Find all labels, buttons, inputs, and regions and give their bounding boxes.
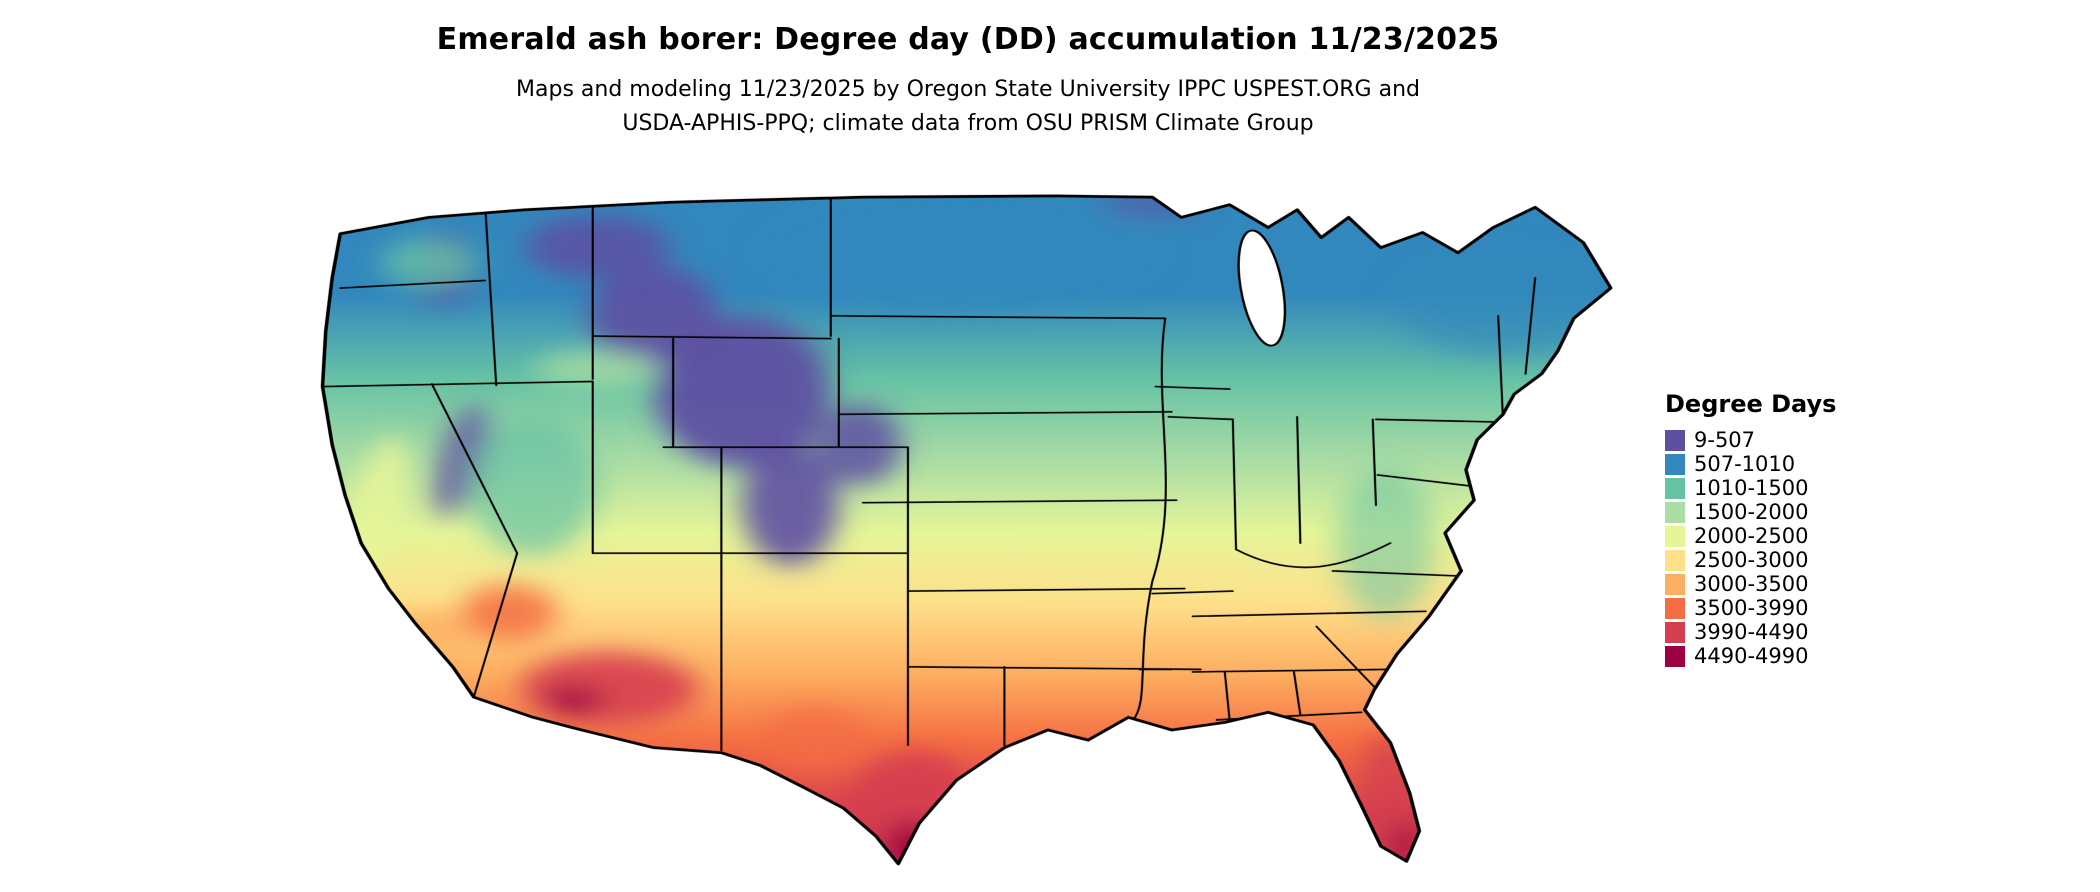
- legend-swatch: [1665, 501, 1685, 523]
- legend-label: 2500-3000: [1694, 548, 1809, 572]
- legend-item: 9-507: [1665, 428, 1836, 452]
- map-subtitle-line1: Maps and modeling 11/23/2025 by Oregon S…: [516, 77, 1420, 102]
- legend-swatch: [1665, 525, 1685, 547]
- map-subtitle: Maps and modeling 11/23/2025 by Oregon S…: [0, 73, 1936, 141]
- map-subtitle-line2: USDA-APHIS-PPQ; climate data from OSU PR…: [622, 111, 1314, 137]
- legend-items: 9-507 507-1010 1010-1500 1500-2000 2000-2500…: [1665, 428, 1836, 668]
- figure-header: Emerald ash borer: Degree day (DD) accum…: [0, 22, 1936, 141]
- us-outline: [320, 194, 1613, 866]
- legend-swatch: [1665, 573, 1685, 595]
- legend-swatch: [1665, 453, 1685, 475]
- legend-item: 1010-1500: [1665, 476, 1836, 500]
- us-map-svg: [320, 194, 1613, 866]
- legend-item: 3990-4490: [1665, 620, 1836, 644]
- legend-item: 4490-4990: [1665, 644, 1836, 668]
- legend-item: 1500-2000: [1665, 500, 1836, 524]
- legend-label: 3000-3500: [1694, 572, 1809, 596]
- legend-swatch: [1665, 549, 1685, 571]
- legend-label: 1010-1500: [1694, 476, 1809, 500]
- legend-item: 507-1010: [1665, 452, 1836, 476]
- legend-item: 3000-3500: [1665, 572, 1836, 596]
- legend-swatch: [1665, 621, 1685, 643]
- legend-label: 507-1010: [1694, 452, 1796, 476]
- legend-swatch: [1665, 645, 1685, 667]
- legend-item: 2000-2500: [1665, 524, 1836, 548]
- legend-label: 1500-2000: [1694, 500, 1809, 524]
- legend-label: 3500-3990: [1694, 596, 1809, 620]
- legend-label: 3990-4490: [1694, 620, 1809, 644]
- legend-item: 3500-3990: [1665, 596, 1836, 620]
- legend-item: 2500-3000: [1665, 548, 1836, 572]
- legend-swatch: [1665, 597, 1685, 619]
- legend: Degree Days 9-507 507-1010 1010-1500 1500-2…: [1665, 390, 1836, 668]
- us-degree-day-map: [300, 182, 1622, 884]
- legend-title: Degree Days: [1665, 390, 1837, 418]
- legend-swatch: [1665, 429, 1685, 451]
- legend-swatch: [1665, 477, 1685, 499]
- lake-michigan: [1237, 229, 1287, 347]
- legend-label: 9-507: [1694, 428, 1756, 452]
- legend-label: 4490-4990: [1694, 644, 1809, 668]
- state-borders: [322, 197, 1537, 751]
- map-title: Emerald ash borer: Degree day (DD) accum…: [436, 22, 1500, 57]
- legend-label: 2000-2500: [1694, 524, 1809, 548]
